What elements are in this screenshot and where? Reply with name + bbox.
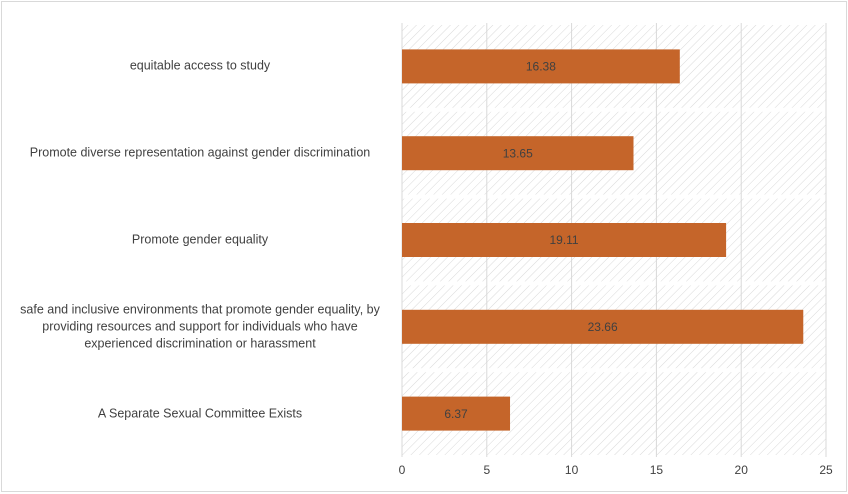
category-label: Promote gender equality [131, 232, 269, 247]
x-tick-label: 0 [399, 463, 406, 477]
category-label: A Separate Sexual Committee Exists [97, 406, 303, 421]
x-tick-label: 15 [650, 463, 664, 477]
category-label: safe and inclusive environments that pro… [20, 302, 380, 351]
x-tick-label: 5 [483, 463, 490, 477]
data-label: 6.37 [444, 407, 468, 421]
bar [402, 396, 511, 431]
x-tick-label: 10 [565, 463, 579, 477]
x-tick-label: 20 [735, 463, 749, 477]
data-label: 13.65 [503, 146, 533, 160]
x-tick-label: 25 [819, 463, 833, 477]
category-label: Promote diverse representation against g… [29, 145, 371, 160]
data-label: 16.38 [526, 60, 556, 74]
bar [402, 136, 634, 171]
category-label: equitable access to study [129, 58, 271, 73]
bar [402, 223, 727, 257]
bar [402, 49, 680, 84]
data-label: 19.11 [549, 233, 578, 247]
data-label: 23.66 [588, 320, 618, 334]
bar [402, 309, 804, 344]
